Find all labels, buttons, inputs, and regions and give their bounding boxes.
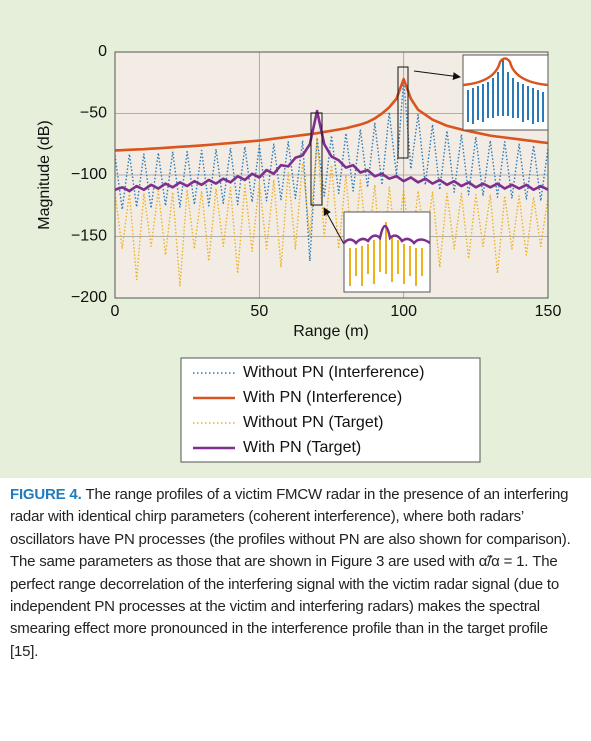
- y-axis-label: Magnitude (dB): [36, 120, 53, 229]
- inset: [343, 211, 431, 293]
- x-axis-label: Range (m): [293, 323, 369, 340]
- arrow: [323, 207, 346, 247]
- inset: [462, 54, 549, 131]
- legend-label: Without PN (Target): [243, 414, 383, 431]
- y-tick-label: −200: [71, 289, 107, 306]
- arrow: [413, 70, 461, 81]
- plot-frame: [114, 51, 549, 299]
- x-tick-label: 150: [535, 303, 562, 320]
- caption-label: FIGURE 4.: [10, 486, 82, 503]
- zoom-box: [397, 66, 409, 159]
- x-tick-label: 100: [390, 303, 417, 320]
- zoom-box: [310, 112, 323, 206]
- legend-label: Without PN (Interference): [243, 364, 424, 381]
- legend: [180, 357, 481, 463]
- caption: FIGURE 4. The range profiles of a victim …: [10, 484, 578, 663]
- series-line: [115, 109, 548, 193]
- legend-label: With PN (Target): [243, 439, 361, 456]
- series-line: [115, 137, 548, 287]
- y-tick-label: −100: [71, 166, 107, 183]
- x-tick-label: 0: [111, 303, 120, 320]
- series-line: [115, 78, 548, 262]
- caption-text: The range profiles of a victim FMCW rada…: [10, 486, 571, 660]
- y-tick-label: −50: [80, 105, 107, 122]
- y-tick-label: −150: [71, 228, 107, 245]
- legend-label: With PN (Interference): [243, 389, 402, 406]
- chart: Range (m) Magnitude (dB) Without PN (Int…: [36, 43, 562, 463]
- series-line: [115, 77, 548, 152]
- x-tick-label: 50: [250, 303, 268, 320]
- y-tick-label: 0: [98, 43, 107, 60]
